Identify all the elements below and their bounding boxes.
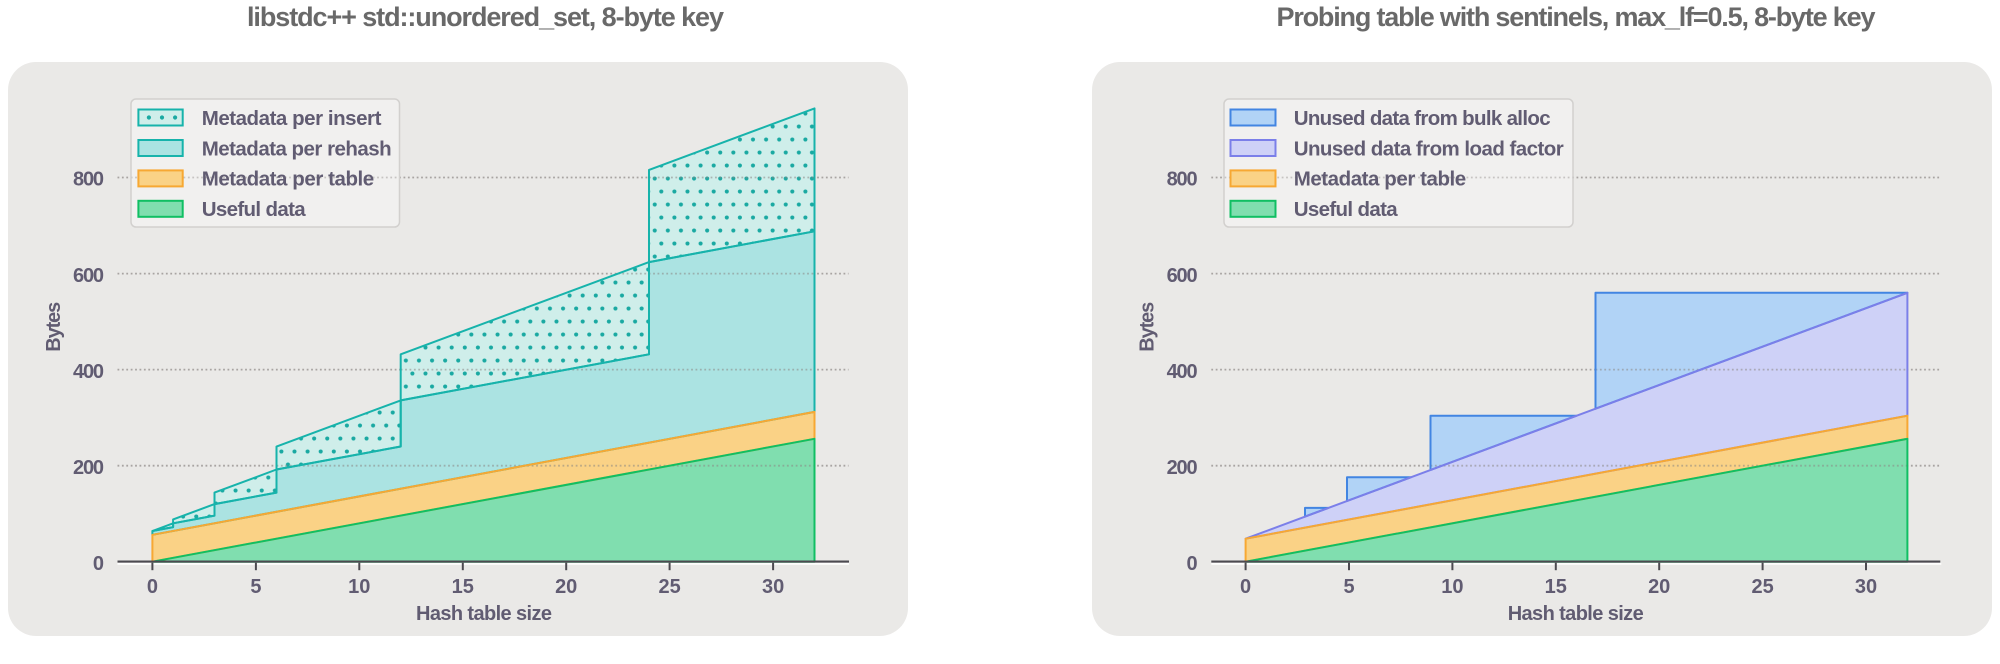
svg-text:200: 200 [73,457,104,479]
svg-text:10: 10 [348,576,370,598]
svg-text:600: 600 [73,265,104,287]
svg-text:600: 600 [1167,265,1198,287]
svg-text:0: 0 [147,576,158,598]
svg-text:0: 0 [1240,576,1251,598]
svg-text:0: 0 [1186,553,1197,575]
svg-text:Bytes: Bytes [43,302,65,352]
svg-text:15: 15 [452,576,474,598]
svg-text:400: 400 [1167,361,1198,383]
svg-text:25: 25 [1751,576,1773,598]
svg-text:20: 20 [1648,576,1670,598]
svg-text:0: 0 [93,553,104,575]
svg-text:Metadata per insert: Metadata per insert [202,107,382,130]
svg-text:Bytes: Bytes [1137,302,1159,352]
svg-text:libstdc++ std::unordered_set,: libstdc++ std::unordered_set, 8-byte key [247,2,724,32]
svg-text:Metadata per table: Metadata per table [1294,168,1467,191]
svg-text:200: 200 [1167,457,1198,479]
svg-text:15: 15 [1545,576,1567,598]
svg-text:10: 10 [1441,576,1463,598]
svg-text:Probing table with sentinels,: Probing table with sentinels, max_lf=0.5… [1277,2,1876,32]
svg-text:800: 800 [73,169,104,191]
svg-text:Metadata per table: Metadata per table [202,168,375,191]
svg-text:25: 25 [658,576,680,598]
svg-text:Useful data: Useful data [1294,198,1399,221]
svg-text:Metadata per rehash: Metadata per rehash [202,137,392,160]
svg-text:5: 5 [250,576,261,598]
svg-text:30: 30 [762,576,784,598]
svg-text:800: 800 [1167,169,1198,191]
svg-text:20: 20 [555,576,577,598]
svg-text:5: 5 [1343,576,1354,598]
svg-text:Useful data: Useful data [202,198,307,221]
svg-text:400: 400 [73,361,104,383]
svg-text:Unused data from load factor: Unused data from load factor [1294,137,1564,160]
svg-text:Hash table size: Hash table size [416,603,552,625]
svg-text:Unused data from bulk alloc: Unused data from bulk alloc [1294,107,1551,130]
svg-text:Hash table size: Hash table size [1508,603,1644,625]
svg-text:30: 30 [1855,576,1877,598]
